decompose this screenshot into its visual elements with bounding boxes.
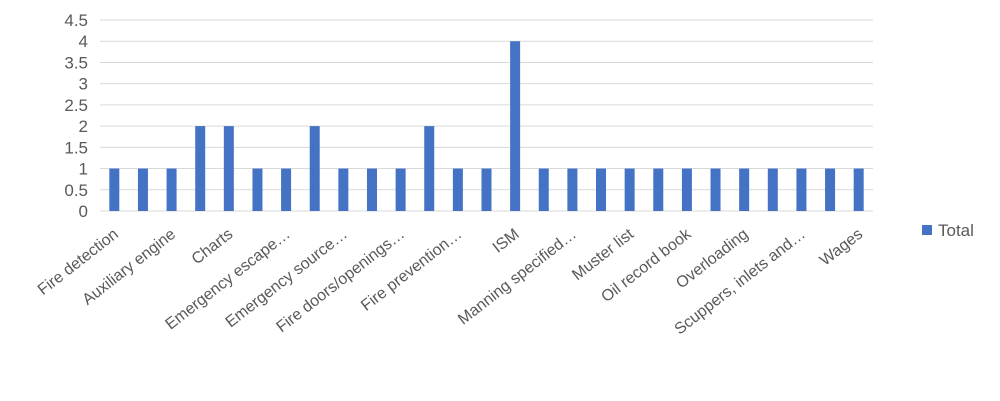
y-tick-label: 1: [79, 160, 88, 179]
bar: [796, 169, 806, 211]
legend-label-total: Total: [938, 221, 974, 240]
bar: [854, 169, 864, 211]
bar: [768, 169, 778, 211]
bar: [825, 169, 835, 211]
bar: [711, 169, 721, 211]
x-category-label: Fire prevention…: [358, 226, 465, 315]
bar: [167, 169, 177, 211]
bar: [682, 169, 692, 211]
bar: [567, 169, 577, 211]
bar: [424, 126, 434, 211]
y-tick-label: 3: [79, 75, 88, 94]
bar: [625, 169, 635, 211]
bar: [396, 169, 406, 211]
bar: [224, 126, 234, 211]
bar: [338, 169, 348, 211]
y-tick-label: 4: [79, 32, 88, 51]
legend-swatch-total: [922, 225, 932, 235]
x-category-label: Charts: [189, 226, 237, 268]
x-category-label: ISM: [490, 226, 523, 257]
bar: [138, 169, 148, 211]
bar: [510, 41, 520, 211]
bar: [739, 169, 749, 211]
y-tick-label: 0.5: [64, 181, 88, 200]
y-tick-label: 1.5: [64, 138, 88, 157]
y-tick-label: 3.5: [64, 53, 88, 72]
bar: [252, 169, 262, 211]
bar: [539, 169, 549, 211]
bar: [195, 126, 205, 211]
bar: [653, 169, 663, 211]
y-tick-label: 0: [79, 202, 88, 221]
bar: [596, 169, 606, 211]
legend: Total: [922, 221, 974, 240]
y-tick-label: 4.5: [64, 11, 88, 30]
bar: [109, 169, 119, 211]
y-tick-label: 2: [79, 117, 88, 136]
y-axis-ticks: 0 0.5 1 1.5 2 2.5 3 3.5 4 4.5: [64, 11, 88, 221]
y-tick-label: 2.5: [64, 96, 88, 115]
x-category-label: Wages: [817, 226, 866, 270]
bar: [367, 169, 377, 211]
bar: [482, 169, 492, 211]
bar: [310, 126, 320, 211]
bar: [453, 169, 463, 211]
bar: [281, 169, 291, 211]
